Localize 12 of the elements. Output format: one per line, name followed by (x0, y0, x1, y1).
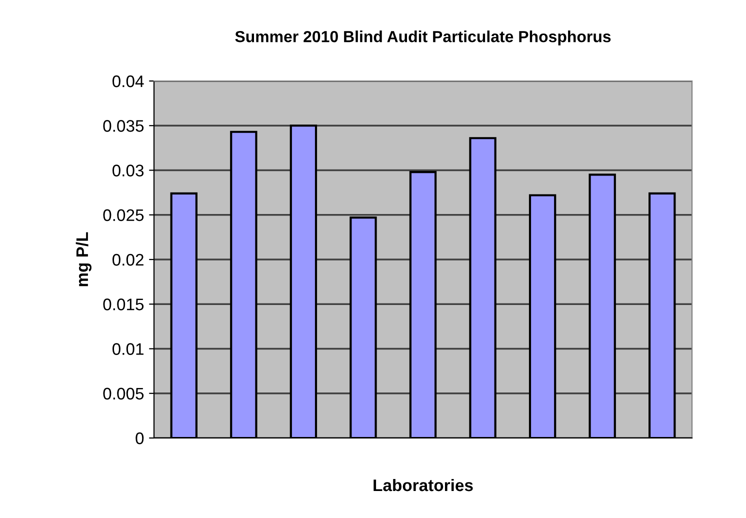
y-tick-label: 0 (136, 432, 144, 444)
y-tick-label: 0.02 (112, 254, 144, 266)
y-tick-label: 0.005 (103, 388, 144, 400)
y-axis-title: mg P/L (76, 232, 92, 286)
y-tick-label: 0.04 (112, 75, 144, 88)
y-tick-label: 0.03 (112, 164, 144, 176)
y-tick-label: 0.01 (112, 343, 144, 355)
chart-title: Summer 2010 Blind Audit Particulate Phosphorus (235, 30, 611, 46)
y-tick-label: 0.025 (103, 209, 144, 222)
y-tick-label: 0.035 (103, 120, 144, 132)
x-axis-title: Laboratories (374, 478, 473, 492)
y-tick-label: 0.015 (103, 298, 144, 310)
